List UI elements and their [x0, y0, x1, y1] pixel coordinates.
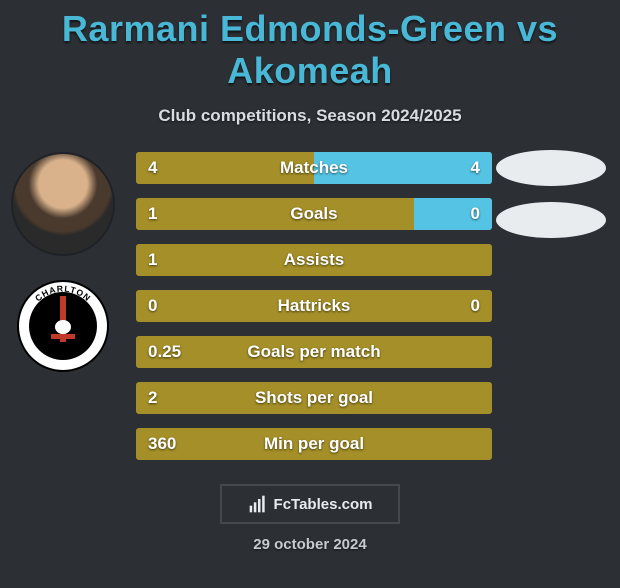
bar-left-fill [136, 428, 492, 460]
player2-club-placeholder [496, 202, 606, 238]
date-text: 29 october 2024 [0, 536, 620, 553]
stat-row: 4Matches4 [136, 152, 492, 184]
stat-row: 0.25Goals per match [136, 336, 492, 368]
branding-text: FcTables.com [274, 496, 373, 513]
bar-right-fill [414, 198, 492, 230]
bar-right-fill [314, 152, 492, 184]
badge-hilt-icon [51, 334, 75, 339]
stat-row: 360Min per goal [136, 428, 492, 460]
stat-row: 0Hattricks0 [136, 290, 492, 322]
stat-row: 2Shots per goal [136, 382, 492, 414]
bar-left-fill [136, 336, 492, 368]
right-column [492, 150, 610, 254]
stat-row: 1Goals0 [136, 198, 492, 230]
left-column: CHARLTON ATHLETIC [8, 150, 118, 372]
stat-rows: 4Matches4 1Goals0 1Assists 0Hattricks0 0.25G… [136, 152, 492, 474]
page-title: Rarmani Edmonds-Green vs Akomeah [0, 8, 620, 92]
bar-left-fill [136, 244, 492, 276]
player1-club-badge: CHARLTON ATHLETIC [17, 280, 109, 372]
player1-avatar [11, 152, 115, 256]
badge-hand-icon [55, 320, 71, 334]
subtitle: Club competitions, Season 2024/2025 [0, 106, 620, 126]
comparison-content: CHARLTON ATHLETIC 4Matches4 1Goals0 1Assis… [0, 150, 620, 470]
stat-row: 1Assists [136, 244, 492, 276]
bar-left-fill [136, 382, 492, 414]
chart-icon [248, 494, 268, 514]
bar-left-fill [136, 290, 492, 322]
branding-box[interactable]: FcTables.com [220, 484, 400, 524]
player2-avatar-placeholder [496, 150, 606, 186]
